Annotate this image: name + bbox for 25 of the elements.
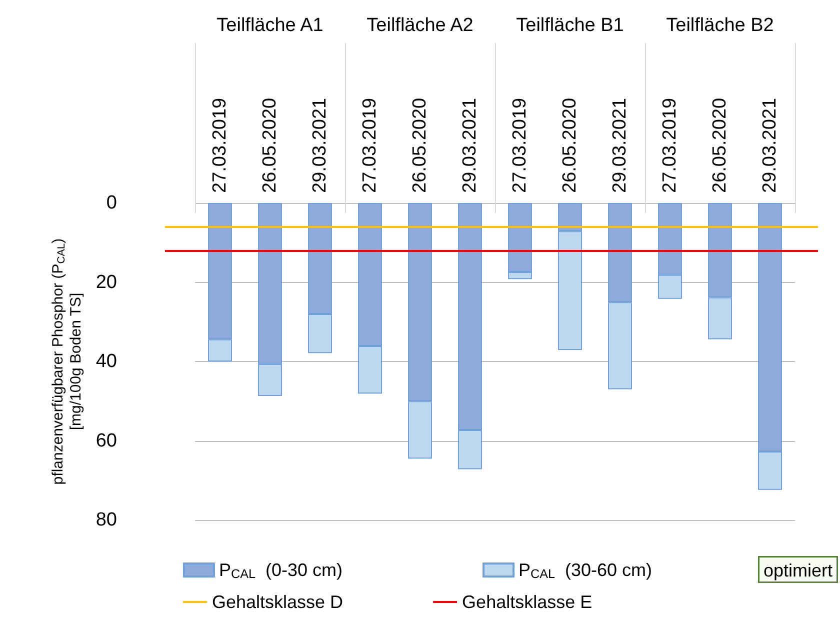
x-tick-label: 26.05.2020	[410, 98, 430, 193]
text: Teilfläche A2	[366, 15, 474, 36]
x-tick-label: 27.03.2019	[510, 98, 530, 193]
x-tick-label: 27.03.2019	[360, 98, 380, 193]
x-tick-label: 26.05.2020	[560, 98, 580, 193]
legend-label: Gehaltsklasse E	[462, 592, 592, 612]
text: Teilfläche B1	[516, 15, 624, 36]
x-tick-label: 29.03.2021	[760, 98, 780, 193]
x-tick-label: 29.03.2021	[460, 98, 480, 193]
text: Teilfläche B2	[666, 15, 774, 36]
y-tick-label: 40	[96, 351, 117, 372]
x-tick-label: 29.03.2021	[610, 98, 630, 193]
y-tick-label: 80	[96, 510, 117, 530]
y-tick-label: 20	[96, 272, 117, 293]
x-tick-label: 27.03.2019	[660, 98, 680, 193]
x-tick-label: 29.03.2021	[310, 98, 330, 193]
x-tick-label: 26.05.2020	[260, 98, 280, 193]
x-tick-label: 26.05.2020	[710, 98, 730, 193]
y-tick-label: 0	[106, 192, 117, 214]
y-tick-label: 60	[96, 430, 117, 452]
text: pflanzenverfügbarer Phosphor (PCAL) [mg/100g Boden TS]	[49, 238, 84, 485]
text: Teilfläche A1	[216, 15, 324, 36]
legend-label: Gehaltsklasse D	[212, 592, 344, 612]
x-tick-label: 27.03.2019	[210, 98, 230, 193]
text: optimiert	[763, 560, 833, 580]
